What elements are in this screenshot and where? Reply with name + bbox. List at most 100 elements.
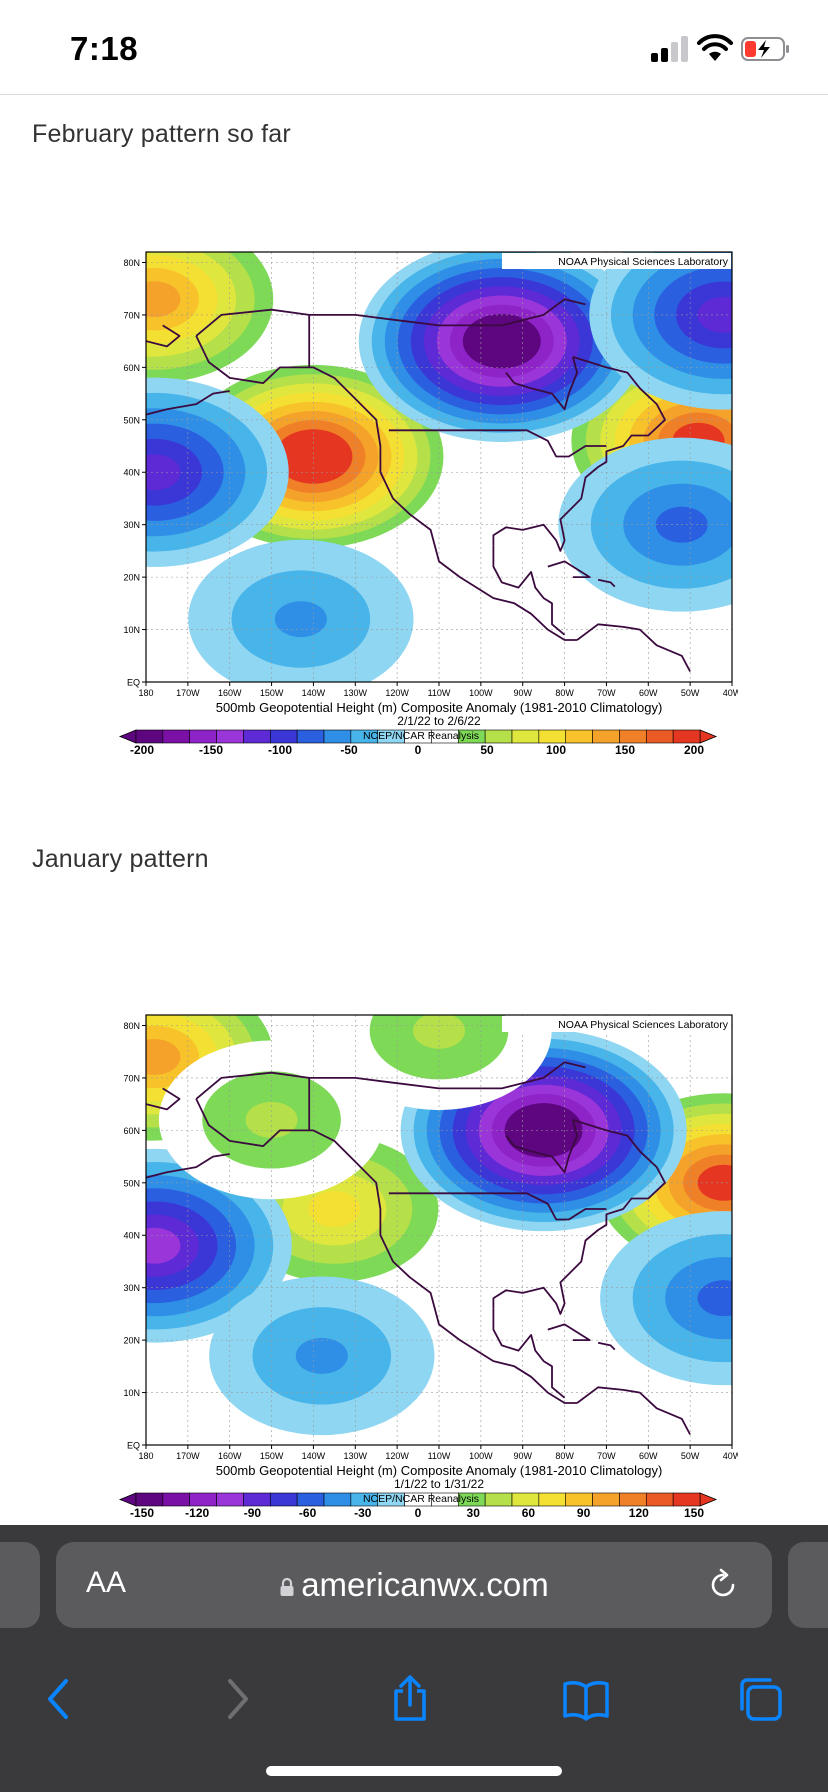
x-tick-label: 180 — [138, 1451, 153, 1461]
y-tick-label: EQ — [127, 1441, 140, 1451]
x-tick-label: 60W — [639, 688, 658, 698]
colorbar-tick-label: 50 — [480, 743, 494, 757]
y-tick-label: 70N — [123, 1073, 140, 1083]
y-tick-label: 40N — [123, 1231, 140, 1241]
divider — [0, 94, 828, 95]
negative-anomaly — [600, 1211, 732, 1386]
x-tick-label: 130W — [344, 688, 368, 698]
address-bar[interactable]: AA americanwx.com — [56, 1542, 772, 1628]
negative-anomaly — [358, 252, 645, 442]
y-tick-label: 10N — [123, 1388, 140, 1398]
credit-label: NOAA Physical Sciences Laboratory — [558, 256, 729, 268]
x-tick-label: 160W — [218, 688, 242, 698]
forward-icon[interactable] — [212, 1675, 260, 1723]
battery-charging-icon — [741, 37, 789, 61]
x-tick-label: 70W — [597, 688, 616, 698]
colorbar — [118, 1492, 718, 1507]
safari-toolbar: AA americanwx.com — [0, 1525, 828, 1792]
x-tick-label: 110W — [428, 688, 451, 698]
colorbar-tick-label: -60 — [299, 1506, 317, 1520]
colorbar-tick-label: -90 — [244, 1506, 262, 1520]
url-text: americanwx.com — [301, 1566, 549, 1603]
chart-date-range: 2/1/22 to 2/6/22 — [397, 714, 481, 728]
colorbar-tick-label: -50 — [340, 743, 358, 757]
share-icon[interactable] — [386, 1675, 434, 1723]
y-tick-label: 20N — [123, 1336, 140, 1346]
colorbar-tick-label: -150 — [199, 743, 223, 757]
colorbar-tick-label: 60 — [522, 1506, 536, 1520]
anomaly-map-svg: NOAA Physical Sciences Laboratory EQ 10N 20… — [118, 251, 738, 757]
x-tick-label: 160W — [218, 1451, 242, 1461]
chart-title: 500mb Geopotential Height (m) Composite … — [216, 1463, 663, 1478]
chart-source: NCEP/NCAR Reanalysis — [363, 730, 479, 742]
chart-date-range: 1/1/22 to 1/31/22 — [394, 1477, 484, 1491]
colorbar-tick-label: 0 — [415, 1506, 422, 1520]
back-icon[interactable] — [36, 1675, 84, 1723]
x-tick-label: 120W — [385, 1451, 409, 1461]
url-field[interactable]: americanwx.com — [56, 1542, 772, 1628]
status-bar: 7:18 — [0, 0, 828, 96]
credit-box — [502, 1016, 731, 1032]
colorbar-tick-label: 30 — [467, 1506, 481, 1520]
february-caption: February pattern so far — [32, 120, 291, 148]
x-tick-label: 40W — [723, 1451, 738, 1461]
x-tick-label: 100W — [469, 1451, 493, 1461]
aa-button[interactable]: AA — [86, 1566, 126, 1600]
january-anomaly-map[interactable]: NOAA Physical Sciences Laboratory EQ 10N 20… — [98, 1003, 738, 1535]
cellular-signal-icon — [651, 36, 689, 62]
negative-anomaly — [209, 1276, 435, 1436]
y-tick-label: 50N — [123, 1178, 140, 1188]
x-tick-label: 40W — [723, 688, 738, 698]
y-tick-label: 80N — [123, 1021, 140, 1031]
colorbar-tick-label: 150 — [615, 743, 635, 757]
x-tick-label: 50W — [681, 1451, 700, 1461]
home-indicator — [266, 1766, 562, 1776]
positive-anomaly — [146, 252, 292, 397]
reload-icon[interactable] — [706, 1568, 740, 1602]
y-tick-label: 70N — [123, 310, 140, 320]
bookmarks-icon[interactable] — [562, 1675, 610, 1723]
january-caption: January pattern — [32, 845, 209, 873]
x-tick-label: 100W — [469, 688, 493, 698]
colorbar-tick-label: 0 — [415, 743, 422, 757]
x-tick-label: 90W — [513, 688, 532, 698]
y-tick-label: 60N — [123, 363, 140, 373]
y-tick-label: EQ — [127, 678, 140, 688]
colorbar-tick-label: -100 — [268, 743, 292, 757]
x-tick-label: 130W — [344, 1451, 368, 1461]
x-tick-label: 60W — [639, 1451, 658, 1461]
previous-tab-peek[interactable] — [0, 1542, 40, 1628]
negative-anomaly — [589, 252, 732, 410]
next-tab-peek[interactable] — [788, 1542, 828, 1628]
colorbar-tick-label: 90 — [577, 1506, 591, 1520]
y-tick-label: 30N — [123, 1283, 140, 1293]
colorbar-tick-label: 200 — [684, 743, 704, 757]
colorbar-tick-label: 120 — [629, 1506, 649, 1520]
x-tick-label: 150W — [260, 688, 284, 698]
tabs-icon[interactable] — [736, 1675, 784, 1723]
colorbar-tick-label: -30 — [354, 1506, 372, 1520]
y-tick-label: 20N — [123, 573, 140, 583]
x-tick-label: 120W — [385, 688, 409, 698]
x-tick-label: 50W — [681, 688, 700, 698]
colorbar-tick-label: 150 — [684, 1506, 704, 1520]
negative-anomaly — [188, 539, 414, 682]
colorbar-tick-label: -120 — [185, 1506, 209, 1520]
x-tick-label: 140W — [302, 1451, 326, 1461]
colorbar — [118, 729, 718, 744]
credit-box — [502, 253, 731, 269]
x-tick-label: 150W — [260, 1451, 284, 1461]
chart-source: NCEP/NCAR Reanalysis — [363, 1493, 479, 1505]
aa-label: AA — [86, 1566, 127, 1599]
x-tick-label: 180 — [138, 688, 153, 698]
positive-anomaly — [326, 1015, 552, 1111]
x-tick-label: 90W — [513, 1451, 532, 1461]
february-anomaly-map[interactable]: NOAA Physical Sciences Laboratory EQ 10N 20… — [98, 240, 738, 772]
colorbar-tick-label: 100 — [546, 743, 566, 757]
x-tick-label: 170W — [176, 1451, 200, 1461]
y-tick-label: 50N — [123, 415, 140, 425]
y-tick-label: 30N — [123, 520, 140, 530]
y-tick-label: 10N — [123, 625, 140, 635]
positive-anomaly — [158, 1040, 385, 1200]
anomaly-map-svg: NOAA Physical Sciences Laboratory EQ 10N 20… — [118, 1014, 738, 1520]
